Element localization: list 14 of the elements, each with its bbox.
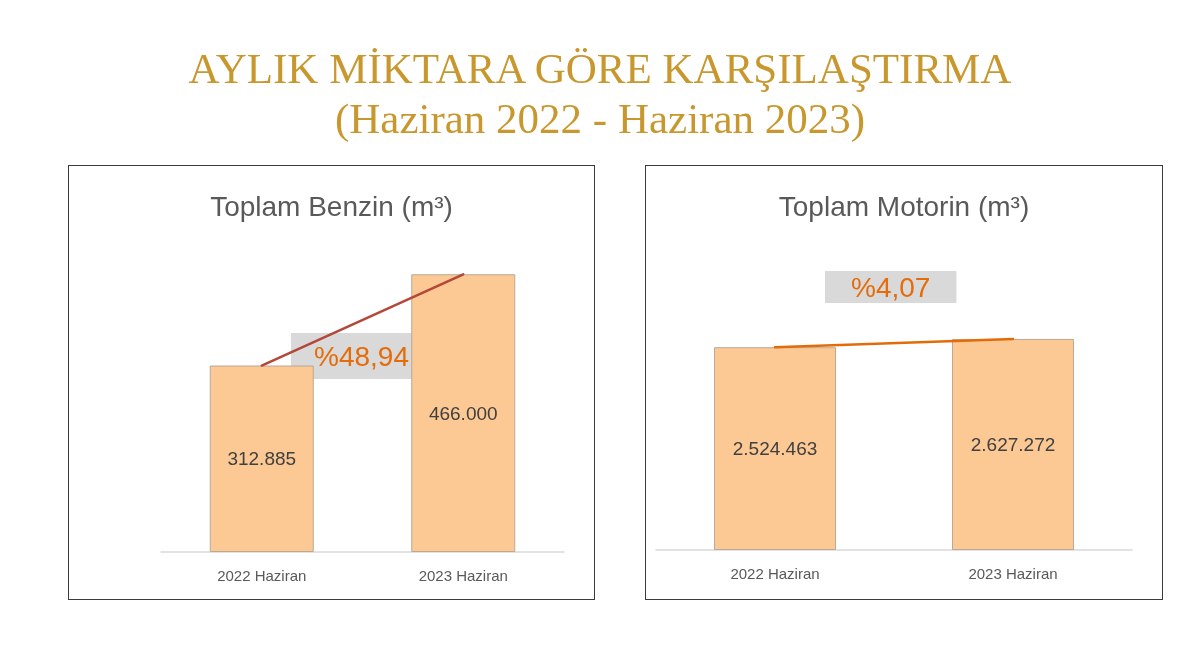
x-tick-label: 2023 Haziran: [968, 565, 1058, 582]
x-tick-label: 2023 Haziran: [418, 567, 508, 584]
data-label: 2.627.272: [970, 433, 1056, 455]
text: (Haziran 2022 - Haziran 2023): [333, 94, 867, 144]
x-tick-label: 2022 Haziran: [217, 567, 307, 584]
chart-title: Toplam Benzin (m³): [210, 190, 453, 222]
data-label: 312.885: [227, 448, 297, 470]
text: AYLIK MİKTARA GÖRE KARŞILAŞTIRMA: [187, 44, 1013, 94]
x-tick-label: 2022 Haziran: [730, 565, 820, 582]
data-label: 2.524.463: [732, 438, 818, 460]
chart-title: Toplam Motorin (m³): [778, 190, 1030, 222]
annotation: %48,94: [314, 340, 409, 372]
data-label: 466.000: [428, 402, 498, 424]
text: %4,07: [851, 271, 931, 303]
